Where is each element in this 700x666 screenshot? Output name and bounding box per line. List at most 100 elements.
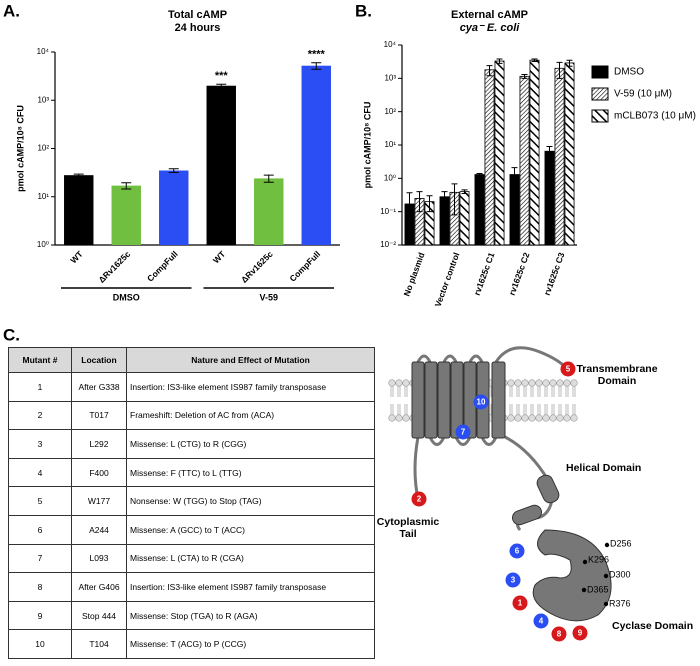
residue-label: K296 xyxy=(588,554,609,564)
table-cell: 7 xyxy=(8,543,72,574)
table-row: 5 W177 Nonsense: W (TGG) to Stop (TAG) xyxy=(8,486,375,516)
table-row: 8 After G406 Insertion: IS3-like element I… xyxy=(8,572,375,602)
table-row: 2 T017 Frameshift: Deletion of AC from (AC… xyxy=(8,400,375,431)
annotation: **** xyxy=(308,49,326,61)
error-bar xyxy=(476,172,483,177)
table-cell: T017 xyxy=(71,400,127,431)
table-row: 7 L093 Missense: L (CTA) to R (CGA) xyxy=(8,543,375,574)
lipid-head xyxy=(556,379,564,387)
lipid-head xyxy=(402,379,410,387)
residue-label: D365 xyxy=(587,584,609,594)
table-cell: L093 xyxy=(71,543,127,574)
table-cell: 8 xyxy=(8,572,72,602)
error-bar xyxy=(556,61,563,79)
lipid-head xyxy=(388,414,396,422)
legend-swatch xyxy=(591,65,609,79)
lipid-head xyxy=(549,414,557,422)
x-tick-label: ΔRv1625c xyxy=(239,249,275,285)
table-cell: Insertion: IS3-like element IS987 family… xyxy=(126,372,375,402)
lipid-head xyxy=(514,379,522,387)
mutation-number: 3 xyxy=(511,576,516,585)
bar xyxy=(459,191,470,246)
lipid-head xyxy=(570,379,578,387)
mutation-number: 2 xyxy=(417,495,422,504)
x-tick-label: CompFull xyxy=(287,249,322,284)
bar xyxy=(159,170,189,245)
table-body: 1 After G338 Insertion: IS3-like element I… xyxy=(8,372,375,659)
bar xyxy=(206,85,236,245)
error-bar xyxy=(566,59,573,67)
x-tick-label: CompFull xyxy=(145,249,180,284)
x-tick-label: rv1625c C1 xyxy=(472,251,497,297)
table-cell: 10 xyxy=(8,629,72,659)
y-axis-label: pmol cAMP/10⁸ CFU xyxy=(15,105,25,192)
domain-label: Helical Domain xyxy=(566,462,641,474)
table-row: 3 L292 Missense: L (CTG) to R (CGG) xyxy=(8,429,375,459)
x-tick-label: rv1625c C3 xyxy=(542,251,567,297)
table-header-cell: Location xyxy=(71,347,127,373)
bar xyxy=(474,174,485,246)
legend-label: mCLB073 (10 μM) xyxy=(614,111,696,122)
lipid-head xyxy=(395,414,403,422)
table-cell: Missense: L (CTA) to R (CGA) xyxy=(126,543,375,574)
table-cell: 5 xyxy=(8,486,72,516)
table-cell: 9 xyxy=(8,600,72,631)
error-bar xyxy=(311,62,322,70)
table-cell: Missense: A (GCC) to T (ACC) xyxy=(126,514,375,545)
mutation-marker xyxy=(509,543,525,559)
table-cell: Insertion: IS3-like element IS987 family… xyxy=(126,572,375,602)
x-tick-label: rv1625c C2 xyxy=(507,251,532,297)
mutation-marker xyxy=(505,572,521,588)
y-tick-label: 10⁻² xyxy=(380,240,396,249)
bar xyxy=(64,175,94,245)
y-tick-label: 10⁰ xyxy=(37,240,49,249)
table-cell: 1 xyxy=(8,372,72,402)
panel-label: C. xyxy=(3,325,20,344)
lipid-head xyxy=(542,414,550,422)
panel-label: A. xyxy=(3,1,20,20)
table-header: Mutant # Location Nature and Effect of Mut… xyxy=(8,347,375,373)
lipid-head xyxy=(563,379,571,387)
y-tick-label: 10⁰ xyxy=(384,173,396,182)
table-header-cell: Nature and Effect of Mutation xyxy=(126,347,375,373)
table-cell: After G338 xyxy=(71,372,127,402)
table-cell: 4 xyxy=(8,457,72,488)
y-tick-label: 10¹ xyxy=(384,140,396,149)
mutation-marker xyxy=(533,613,549,629)
lipid-head xyxy=(521,414,529,422)
mutation-number: 4 xyxy=(539,617,544,626)
domain-label: Tail xyxy=(399,528,416,540)
y-tick-label: 10⁴ xyxy=(37,47,50,56)
error-bar xyxy=(486,65,493,77)
lipid-head xyxy=(549,379,557,387)
mutation-number: 9 xyxy=(578,629,583,638)
y-axis-label: pmol cAMP/10⁸ CFU xyxy=(362,102,372,189)
mutation-table: Mutant # Location Nature and Effect of Mut… xyxy=(8,347,375,659)
error-bar xyxy=(416,191,423,213)
x-tick-label: WT xyxy=(68,248,85,265)
chart-subtitle: cya⁻ E. coli xyxy=(460,22,521,34)
bar xyxy=(254,178,284,245)
table-cell: 6 xyxy=(8,514,72,545)
table-cell: After G406 xyxy=(71,572,127,602)
lipid-head xyxy=(542,379,550,387)
x-tick-label: Vector control xyxy=(433,251,462,308)
error-bar xyxy=(441,191,448,206)
table-cell: Frameshift: Deletion of AC from (ACA) xyxy=(126,400,375,431)
domain-label: Transmembrane xyxy=(576,363,657,375)
lipid-head xyxy=(402,414,410,422)
table-cell: F400 xyxy=(71,457,127,488)
mutation-marker xyxy=(572,625,588,641)
table-row: 10 T104 Missense: T (ACG) to P (CCG) xyxy=(8,629,375,659)
table-cell: Missense: F (TTC) to L (TTG) xyxy=(126,457,375,488)
lipid-head xyxy=(563,414,571,422)
bar xyxy=(519,75,530,246)
x-tick-label: ΔRv1625c xyxy=(96,249,132,285)
legend-swatch xyxy=(591,109,609,123)
lipid-head xyxy=(535,379,543,387)
bar xyxy=(484,69,495,246)
table-header-cell: Mutant # xyxy=(8,347,72,373)
x-tick-label: WT xyxy=(211,248,228,265)
x-tick-label: No plasmid xyxy=(401,251,426,297)
